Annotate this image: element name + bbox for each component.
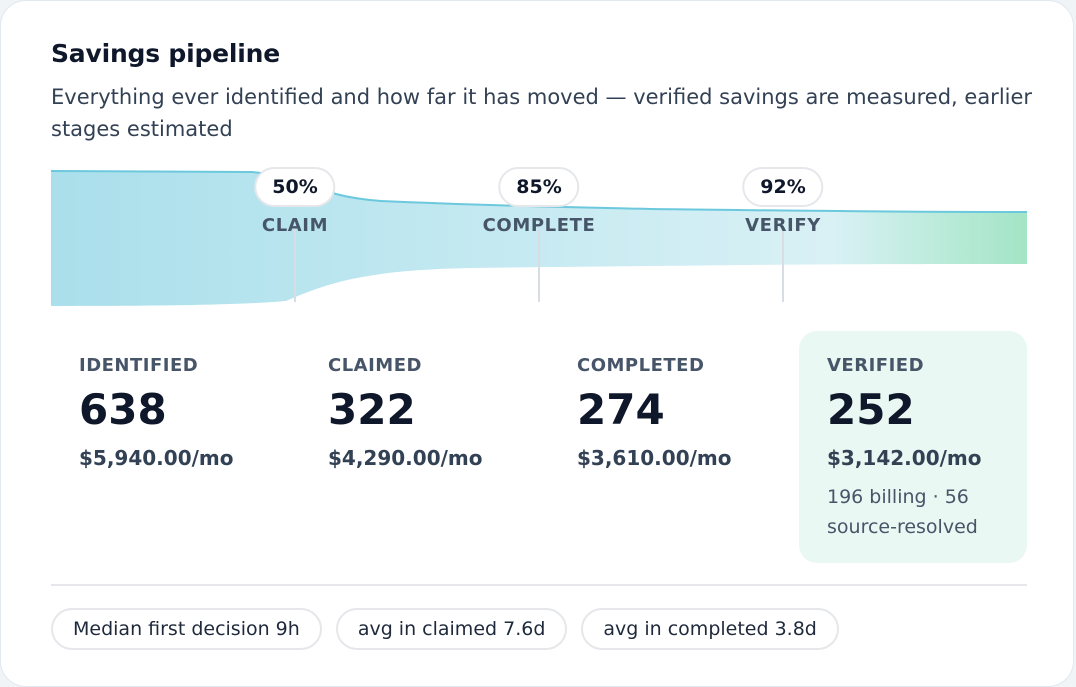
- stat-monthly-savings: $5,940.00/mo: [79, 446, 234, 470]
- stat-completed: COMPLETED 274 $3,610.00/mo: [549, 331, 779, 563]
- median-first-decision-chip: Median first decision 9h: [51, 608, 322, 650]
- stat-count: 638: [79, 385, 167, 434]
- stat-claimed: CLAIMED 322 $4,290.00/mo: [300, 331, 530, 563]
- stat-monthly-savings: $3,610.00/mo: [577, 446, 732, 470]
- claim-rate-pill: 50%: [254, 167, 336, 207]
- verify-stage-label: VERIFY: [745, 215, 821, 236]
- stat-label: CLAIMED: [328, 355, 422, 376]
- avg-claimed-chip: avg in claimed 7.6d: [335, 608, 568, 650]
- stat-label: COMPLETED: [577, 355, 705, 376]
- complete-stage-label: COMPLETE: [482, 215, 596, 236]
- complete-rate-pill: 85%: [498, 167, 580, 207]
- stat-verified: VERIFIED 252 $3,142.00/mo 196 billing · …: [799, 331, 1027, 563]
- stat-count: 322: [328, 385, 416, 434]
- stat-count: 252: [827, 385, 915, 434]
- card-title: Savings pipeline: [51, 39, 281, 68]
- claim-stage-label: CLAIM: [261, 215, 329, 236]
- verify-rate-pill: 92%: [742, 167, 824, 207]
- timing-chips: Median first decision 9h avg in claimed …: [51, 608, 839, 650]
- divider: [51, 584, 1027, 586]
- stat-breakdown-note: 196 billing · 56 source-resolved: [827, 486, 978, 538]
- stat-label: VERIFIED: [827, 355, 925, 376]
- stat-monthly-savings: $4,290.00/mo: [328, 446, 483, 470]
- stat-identified: IDENTIFIED 638 $5,940.00/mo: [51, 331, 281, 563]
- card-subtitle: Everything ever identified and how far i…: [51, 85, 1033, 141]
- stat-label: IDENTIFIED: [79, 355, 199, 376]
- avg-completed-chip: avg in completed 3.8d: [581, 608, 839, 650]
- stat-monthly-savings: $3,142.00/mo: [827, 446, 982, 470]
- stat-count: 274: [577, 385, 665, 434]
